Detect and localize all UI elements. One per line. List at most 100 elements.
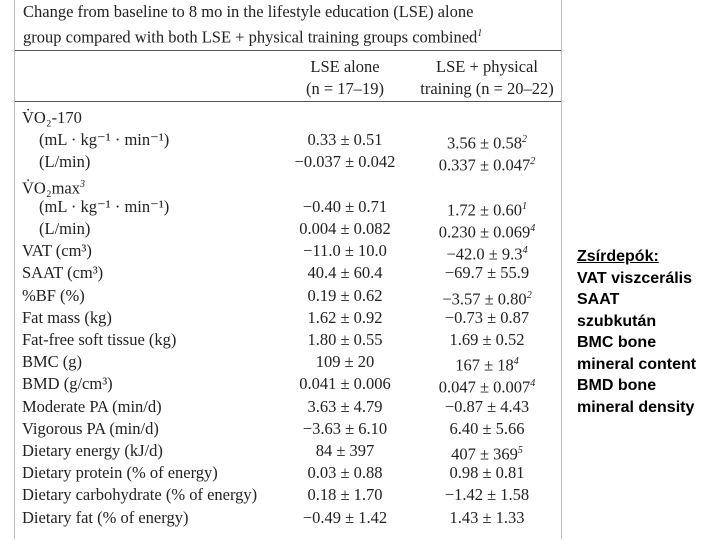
cell-value: −11.0 ± 10.0 [303, 241, 387, 261]
cell-value: 1.62 ± 0.92 [307, 307, 383, 327]
cell-value: −0.49 ± 1.42 [302, 507, 388, 527]
label-text: Moderate PA (min/d) [22, 396, 162, 416]
cell: 3.56 ± 0.582 [447, 130, 527, 154]
footnote-mark: 4 [513, 356, 519, 368]
row-label: (L/min) [39, 152, 90, 172]
row-label: Dietary protein (% of energy) [22, 463, 218, 483]
side-note: Zsírdepók: VAT viszcerális SAAT szubkután BM… [577, 246, 696, 418]
note-line: BMD bone [577, 377, 657, 394]
row-label: BMC (g) [22, 352, 82, 372]
footnote-mark: 5 [517, 445, 523, 456]
row-label: V̇O₂max3 [22, 175, 85, 199]
footnote-mark: 1 [477, 28, 483, 39]
label-text: Dietary carbohydrate (% of energy) [22, 485, 258, 505]
cell-value: −0.40 ± 0.71 [302, 196, 388, 216]
cell-value: −3.63 ± 6.10 [302, 418, 388, 438]
cell: 3.63 ± 4.79 [307, 397, 382, 417]
cell: 1.69 ± 0.52 [449, 330, 524, 350]
cell-value: −3.57 ± 0.80 [442, 289, 527, 309]
cell-value: 0.98 ± 0.81 [449, 463, 525, 483]
cell-value: 1.69 ± 0.52 [449, 330, 525, 349]
cell: −69.7 ± 55.9 [445, 263, 529, 283]
cell-value: 0.230 ± 0.069 [438, 222, 531, 242]
cell-value: 1.72 ± 0.60 [446, 200, 523, 220]
cell-value: 1.80 ± 0.55 [307, 330, 383, 349]
column-header: training (n = 20–22) [420, 79, 554, 98]
label-text: V̇O₂max [22, 178, 80, 198]
footnote-mark: 1 [522, 200, 528, 212]
label-text: Fat mass (kg) [22, 307, 112, 327]
note-line: SAAT [577, 291, 620, 308]
label-text: BMD (g/cm³) [22, 374, 113, 394]
footnote-mark: 2 [526, 289, 532, 301]
column-header: LSE alone [310, 57, 380, 76]
cell-value: −0.037 ± 0.042 [294, 152, 396, 172]
label-text: Dietary energy (kJ/d) [22, 441, 163, 460]
row-label: Dietary fat (% of energy) [22, 508, 188, 528]
cell: −0.037 ± 0.042 [295, 152, 396, 172]
footnote-mark: 2 [530, 156, 536, 168]
cell-value: 0.19 ± 0.62 [307, 285, 383, 305]
cell: −42.0 ± 9.34 [446, 241, 527, 265]
title-text: Change from baseline to 8 mo in the life… [23, 2, 474, 21]
label-text: (L/min) [39, 152, 91, 172]
row-label: %BF (%) [22, 286, 85, 306]
row-label: Dietary carbohydrate (% of energy) [22, 485, 257, 505]
note-line: BMC bone [577, 334, 657, 351]
cell: 407 ± 3695 [451, 441, 523, 465]
cell-value: 1.43 ± 1.33 [449, 507, 525, 527]
label-text: Dietary fat (% of energy) [22, 507, 189, 527]
label-text: VAT (cm³) [22, 241, 92, 261]
row-label: Moderate PA (min/d) [22, 397, 162, 417]
cell-value: 167 ± 18 [455, 355, 514, 375]
footnote-mark: 4 [522, 245, 528, 257]
cell: −0.40 ± 0.71 [303, 197, 387, 217]
label-text: BMC (g) [22, 352, 83, 372]
cell: 0.33 ± 0.51 [307, 130, 382, 150]
label-text: Fat-free soft tissue (kg) [22, 330, 177, 349]
rule [15, 50, 561, 51]
note-line: VAT viszcerális [577, 269, 693, 287]
cell: −11.0 ± 10.0 [303, 241, 387, 261]
cell: 1.80 ± 0.55 [307, 330, 382, 350]
cell-value: −42.0 ± 9.3 [446, 244, 523, 264]
cell-value: −0.73 ± 0.87 [444, 307, 530, 327]
footnote-mark: 4 [530, 378, 536, 390]
cell: 0.03 ± 0.88 [307, 463, 382, 483]
label-text: V̇O₂-170 [22, 108, 82, 127]
note-line: mineral density [577, 398, 695, 416]
cell: 0.337 ± 0.0472 [439, 152, 536, 176]
cell-value: −1.42 ± 1.58 [444, 485, 530, 505]
cell-value: 109 ± 20 [315, 352, 375, 372]
cell-value: −69.7 ± 55.9 [444, 263, 530, 283]
cell-value: 3.56 ± 0.58 [446, 133, 523, 153]
cell: 1.62 ± 0.92 [307, 308, 382, 328]
label-text: SAAT (cm³) [22, 263, 104, 283]
rule [15, 101, 561, 102]
cell-value: 0.18 ± 1.70 [307, 485, 383, 505]
title-line: Change from baseline to 8 mo in the life… [23, 2, 473, 22]
row-label: (L/min) [39, 219, 90, 239]
label-text: (L/min) [39, 219, 91, 238]
title-text: group compared with both LSE + physical … [23, 27, 478, 47]
cell: 109 ± 20 [316, 352, 375, 372]
label-text: (mL · kg⁻¹ · min⁻¹) [39, 130, 170, 150]
note-line: szubkután [577, 312, 657, 330]
cell: 6.40 ± 5.66 [449, 419, 524, 439]
cell: 40.4 ± 60.4 [307, 263, 382, 283]
footnote-mark: 2 [522, 134, 528, 146]
row-label: Dietary energy (kJ/d) [22, 441, 163, 461]
row-label: Vigorous PA (min/d) [22, 419, 159, 439]
cell-value: 0.047 ± 0.007 [438, 377, 531, 397]
row-label: V̇O₂-170 [22, 108, 82, 128]
cell: −3.57 ± 0.802 [442, 286, 531, 310]
row-label: BMD (g/cm³) [22, 374, 113, 394]
column-header: LSE + physical [436, 57, 538, 76]
cell: 84 ± 397 [316, 441, 375, 461]
footnote-mark: 4 [530, 223, 536, 234]
cell: 0.98 ± 0.81 [449, 463, 524, 483]
cell-value: 0.337 ± 0.047 [438, 155, 531, 175]
label-text: %BF (%) [22, 285, 85, 305]
row-label: Fat mass (kg) [22, 308, 112, 328]
row-label: (mL · kg⁻¹ · min⁻¹) [39, 130, 169, 150]
